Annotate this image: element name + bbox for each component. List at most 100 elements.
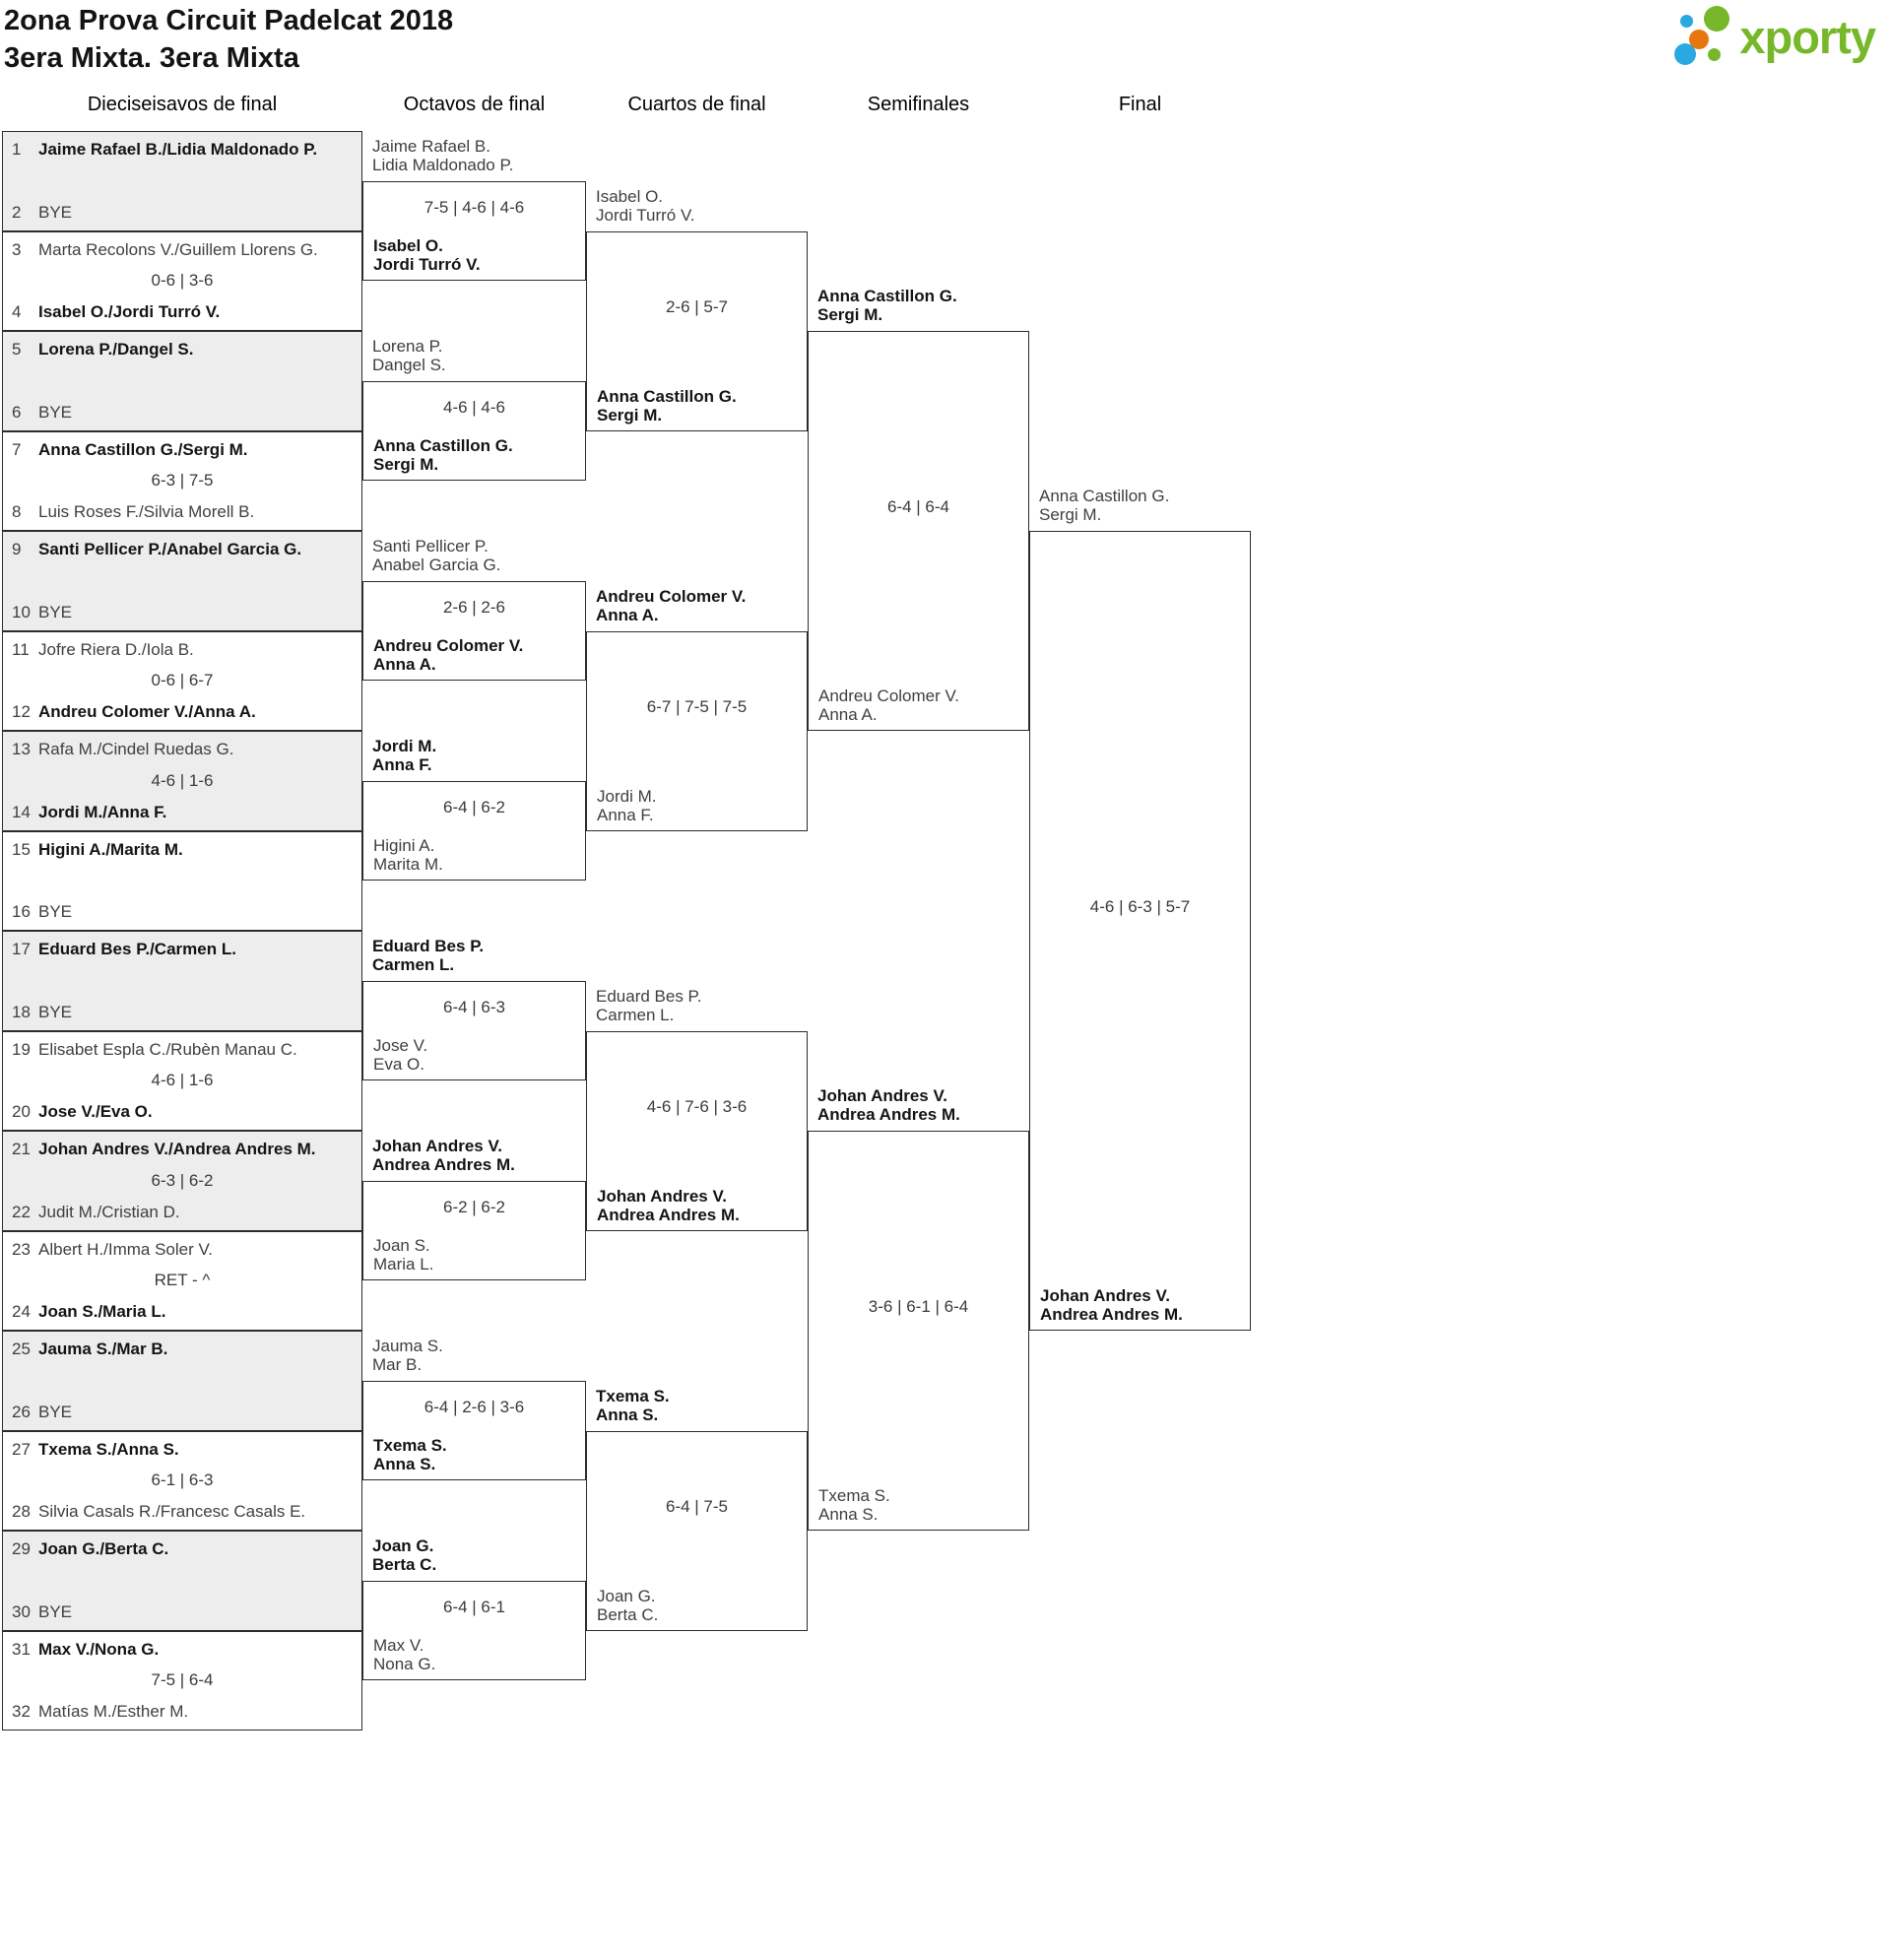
team-name: Joan S./Maria L. <box>38 1302 166 1321</box>
team-name-line: Andreu Colomer V. <box>596 586 747 606</box>
team-name-line: Eduard Bes P. <box>372 936 485 955</box>
team-name-line: Jose V. <box>373 1036 428 1056</box>
team-name: Isabel O./Jordi Turró V. <box>38 302 221 321</box>
team-row: 2 BYE <box>12 203 356 223</box>
logo-dot-green-small-icon <box>1708 48 1722 61</box>
team-name: Santi Pellicer P./Anabel Garcia G. <box>38 540 302 558</box>
match-score: 6-4 | 2-6 | 3-6 <box>424 1397 525 1416</box>
team-name: Marta Recolons V./Guillem Llorens G. <box>38 239 318 259</box>
team-name-line: Anabel Garcia G. <box>372 555 501 574</box>
team-name-line: Carmen L. <box>372 954 455 974</box>
logo-dot-green-large-icon <box>1704 6 1730 32</box>
team-name-line: Sergi M. <box>597 405 663 425</box>
match-r32: 27 Txema S./Anna S. 6-1 | 6-3 28 Silvia Casa… <box>2 1430 362 1531</box>
seed-number: 14 <box>12 802 31 821</box>
team-name-block-bottom: Andreu Colomer V. Anna A. <box>818 686 959 724</box>
team-name-line: Joan G. <box>372 1535 434 1555</box>
team-name-line: Johan Andres V. <box>372 1136 502 1155</box>
match-score: 6-2 | 6-2 <box>442 1197 505 1216</box>
team-name-block-bottom: Txema S. Anna S. <box>373 1436 447 1473</box>
match-round_of_16: 6-4 | 2-6 | 3-6 Txema S. Anna S. <box>362 1380 586 1481</box>
seed-number: 20 <box>12 1102 31 1121</box>
team-name-block-bottom: Joan S. Maria L. <box>373 1236 433 1274</box>
team-name: Higini A./Marita M. <box>38 839 183 859</box>
team-row: 30 BYE <box>12 1602 356 1622</box>
team-name: BYE <box>38 1402 73 1421</box>
seed-number: 32 <box>12 1702 31 1721</box>
seed-number: 8 <box>12 502 22 521</box>
team-name: BYE <box>38 1601 73 1621</box>
team-name-line: Anna S. <box>596 1405 659 1424</box>
match-final: 4-6 | 6-3 | 5-7 Johan Andres V. Andrea And… <box>1029 531 1251 1331</box>
team-name-block-top: Txema S. Anna S. <box>596 1387 802 1424</box>
team-row: 11 Jofre Riera D./Iola B. <box>12 640 356 660</box>
team-name-line: Anna F. <box>372 754 432 774</box>
seed-number: 23 <box>12 1239 31 1259</box>
team-name-line: Txema S. <box>596 1386 670 1405</box>
team-row: 23 Albert H./Imma Soler V. <box>12 1240 356 1260</box>
team-name-block-top: Eduard Bes P. Carmen L. <box>372 937 580 974</box>
seed-number: 28 <box>12 1502 31 1521</box>
match-r32: 17 Eduard Bes P./Carmen L. 18 BYE <box>2 931 362 1031</box>
team-name-block-bottom: Txema S. Anna S. <box>818 1486 890 1524</box>
team-name-line: Anna S. <box>818 1505 879 1524</box>
team-row: 8 Luis Roses F./Silvia Morell B. <box>12 502 356 522</box>
seed-number: 17 <box>12 940 31 958</box>
match-r32: 15 Higini A./Marita M. 16 BYE <box>2 830 362 931</box>
match-score: 4-6 | 1-6 <box>151 1071 214 1090</box>
team-name-line: Mar B. <box>372 1354 423 1374</box>
team-name-block-bottom: Anna Castillon G. Sergi M. <box>597 387 737 425</box>
page-header: 2ona Prova Circuit Padelcat 2018 3era Mi… <box>4 2 453 77</box>
match-round_of_16: 7-5 | 4-6 | 4-6 Isabel O. Jordi Turró V. <box>362 180 586 282</box>
seed-number: 26 <box>12 1402 31 1421</box>
seed-number: 7 <box>12 439 22 459</box>
team-row: 6 BYE <box>12 403 356 423</box>
team-name-line: Santi Pellicer P. <box>372 536 489 555</box>
match-score: 6-7 | 7-5 | 7-5 <box>646 697 748 716</box>
seed-number: 2 <box>12 202 22 222</box>
seed-number: 4 <box>12 302 22 321</box>
team-name: Anna Castillon G./Sergi M. <box>38 439 248 459</box>
team-row: 19 Elisabet Espla C./Rubèn Manau C. <box>12 1040 356 1060</box>
seed-number: 22 <box>12 1202 31 1221</box>
match-round_of_16: 2-6 | 2-6 Andreu Colomer V. Anna A. <box>362 580 586 682</box>
match-round_of_16: 6-4 | 6-3 Jose V. Eva O. <box>362 980 586 1081</box>
team-name: Rafa M./Cindel Ruedas G. <box>38 740 234 758</box>
match-score: 6-4 | 6-1 <box>442 1597 505 1616</box>
team-name: Andreu Colomer V./Anna A. <box>38 702 256 721</box>
team-name: Matías M./Esther M. <box>38 1702 189 1721</box>
team-name-block-top: Jordi M. Anna F. <box>372 737 580 774</box>
match-score: 6-4 | 6-2 <box>442 797 505 817</box>
page-subtitle: 3era Mixta. 3era Mixta <box>4 42 299 74</box>
team-name-line: Anna Castillon G. <box>373 436 513 456</box>
team-row: 21 Johan Andres V./Andrea Andres M. <box>12 1140 356 1159</box>
team-name-line: Maria L. <box>373 1255 434 1274</box>
team-row: 7 Anna Castillon G./Sergi M. <box>12 440 356 460</box>
team-row: 10 BYE <box>12 603 356 622</box>
team-name-line: Nona G. <box>373 1655 436 1674</box>
match-score: 4-6 | 6-3 | 5-7 <box>1089 897 1191 916</box>
team-row: 18 BYE <box>12 1003 356 1022</box>
team-name-block-bottom: Isabel O. Jordi Turró V. <box>373 236 481 274</box>
xporty-logo: xporty <box>1674 6 1876 71</box>
team-row: 1 Jaime Rafael B./Lidia Maldonado P. <box>12 140 356 160</box>
match-r32: 29 Joan G./Berta C. 30 BYE <box>2 1531 362 1631</box>
team-name: Judit M./Cristian D. <box>38 1202 180 1221</box>
logo-wordmark: xporty <box>1739 11 1876 63</box>
team-name-line: Higini A. <box>373 836 435 856</box>
match-r32: 31 Max V./Nona G. 7-5 | 6-4 32 Matías M./Est… <box>2 1630 362 1731</box>
match-r32: 7 Anna Castillon G./Sergi M. 6-3 | 7-5 8 Lui… <box>2 430 362 531</box>
match-r32: 9 Santi Pellicer P./Anabel Garcia G. 10 BYE <box>2 531 362 631</box>
team-name-line: Dangel S. <box>372 355 446 374</box>
team-name-line: Jaime Rafael B. <box>372 136 490 156</box>
seed-number: 29 <box>12 1539 31 1558</box>
match-score: 7-5 | 4-6 | 4-6 <box>424 197 525 217</box>
logo-dots <box>1674 6 1731 71</box>
match-score: 0-6 | 6-7 <box>151 671 214 690</box>
team-name-line: Berta C. <box>372 1554 437 1574</box>
team-name-line: Andreu Colomer V. <box>818 686 960 705</box>
team-row: 27 Txema S./Anna S. <box>12 1440 356 1460</box>
match-quarterfinals: 2-6 | 5-7 Anna Castillon G. Sergi M. <box>586 230 808 431</box>
team-name-block-bottom: Jordi M. Anna F. <box>597 787 656 824</box>
team-row: 20 Jose V./Eva O. <box>12 1102 356 1122</box>
